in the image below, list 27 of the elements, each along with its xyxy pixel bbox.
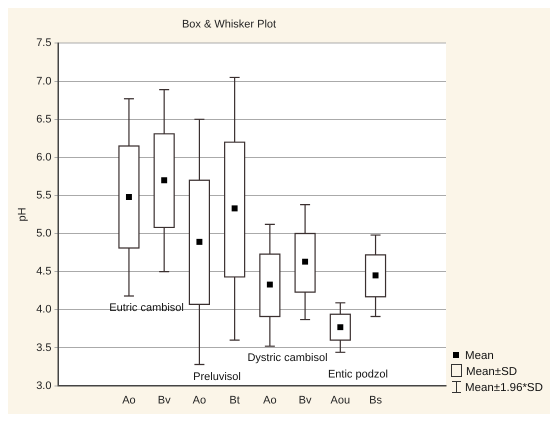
y-tick-label: 3.0	[36, 380, 52, 392]
x-tick-label: Ao	[122, 394, 136, 406]
x-tick-label: Aou	[330, 394, 350, 406]
chart-title: Box & Whisker Plot	[182, 18, 276, 31]
x-tick-label: Bt	[229, 394, 240, 406]
y-tick-label: 5.5	[36, 190, 52, 202]
annotation: Entic podzol	[328, 368, 388, 380]
x-tick-label: Bs	[369, 394, 382, 406]
y-tick-label: 7.5	[36, 37, 52, 50]
y-tick-label: 4.5	[36, 266, 52, 278]
y-tick-label: 6.0	[36, 151, 52, 164]
text: Mean±1.96*SD	[465, 382, 543, 394]
annotation: Dystric cambisol	[247, 352, 328, 364]
y-tick-label: 5.0	[36, 228, 52, 240]
annotation: Preluvisol	[193, 370, 241, 383]
y-tick-label: 7.0	[36, 75, 52, 88]
x-tick-label: Ao	[263, 394, 277, 406]
y-tick-label: 6.5	[36, 113, 52, 126]
annotation: Eutric cambisol	[109, 302, 184, 314]
x-tick-label: Ao	[192, 394, 206, 406]
x-tick-label: Bv	[298, 394, 312, 406]
text: Mean±SD	[466, 366, 518, 378]
y-tick-label: 4.0	[36, 304, 52, 316]
text: Mean	[465, 350, 494, 362]
x-tick-label: Bv	[158, 394, 172, 406]
y-tick-label: 3.5	[36, 342, 52, 354]
y-axis-title: pH	[16, 207, 29, 222]
